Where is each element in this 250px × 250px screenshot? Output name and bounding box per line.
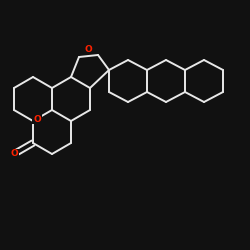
Text: O: O [84,44,92,54]
Text: O: O [10,150,18,158]
Text: O: O [33,114,41,124]
